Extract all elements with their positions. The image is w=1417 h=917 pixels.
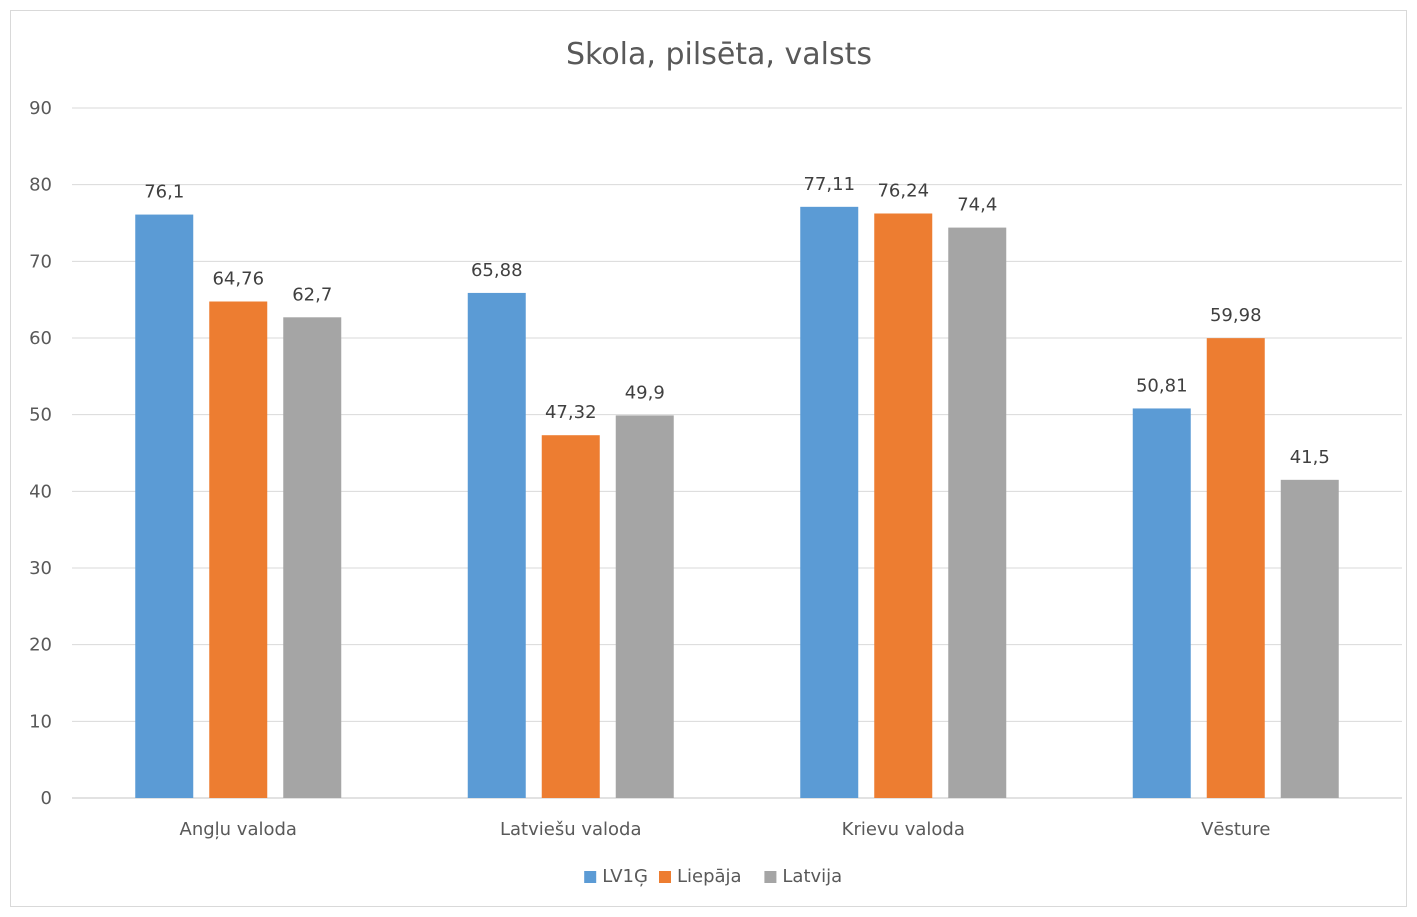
legend-swatch	[584, 871, 597, 883]
data-label: 64,76	[212, 269, 264, 290]
data-label: 62,7	[292, 284, 332, 305]
data-label: 41,5	[1290, 447, 1330, 468]
category-label: Vēsture	[1201, 819, 1270, 840]
y-tick-label: 80	[29, 175, 52, 196]
data-label: 65,88	[471, 260, 523, 281]
data-label: 59,98	[1210, 305, 1262, 326]
y-tick-label: 70	[29, 251, 52, 272]
bar	[615, 415, 674, 798]
legend-label: LV1Ģ	[602, 866, 648, 887]
bar	[948, 227, 1007, 799]
bar	[467, 292, 526, 798]
y-tick-label: 40	[29, 481, 52, 502]
legend-swatch	[764, 871, 777, 883]
legend-item: LV1Ģ	[584, 866, 648, 887]
legend: LV1Ģ Liepāja Latvija	[584, 866, 842, 887]
y-tick-label: 0	[41, 788, 52, 809]
bar	[283, 317, 342, 798]
data-labels: 76,1 64,76 62,7 65,88 47,32 49,9 77,11 76,24 74,…	[144, 174, 1330, 468]
bar	[135, 214, 194, 799]
bar	[209, 301, 268, 798]
legend-item: Latvija	[764, 866, 842, 887]
legend-swatch	[659, 871, 671, 883]
y-tick-label: 10	[29, 711, 52, 732]
bar	[1206, 338, 1265, 798]
data-label: 50,81	[1136, 375, 1188, 396]
data-label: 74,4	[957, 195, 997, 216]
y-tick-label: 30	[29, 558, 52, 579]
bar	[1132, 408, 1191, 798]
y-axis-ticks: 0 10 20 30 40 50 60 70 80 90	[29, 98, 52, 809]
legend-item: Liepāja	[659, 866, 742, 887]
y-tick-label: 60	[29, 328, 52, 349]
data-label: 49,9	[625, 382, 665, 403]
data-label: 47,32	[545, 402, 597, 423]
category-label: Angļu valoda	[180, 819, 297, 840]
data-label: 77,11	[803, 174, 855, 195]
data-label: 76,1	[144, 182, 184, 203]
y-tick-label: 20	[29, 635, 52, 656]
gridlines	[72, 107, 1402, 799]
bars	[135, 206, 1339, 799]
bar	[1280, 479, 1339, 798]
legend-label: Liepāja	[677, 866, 742, 887]
bar	[541, 435, 600, 798]
data-label: 76,24	[877, 180, 929, 201]
bar	[800, 206, 859, 798]
chart-title: Skola, pilsēta, valsts	[566, 37, 872, 72]
category-label: Krievu valoda	[842, 819, 965, 840]
bar	[874, 213, 933, 798]
y-tick-label: 50	[29, 405, 52, 426]
y-tick-label: 90	[29, 98, 52, 119]
category-label: Latviešu valoda	[500, 819, 642, 840]
x-axis-categories: Angļu valoda Latviešu valoda Krievu valoda…	[180, 819, 1271, 840]
legend-label: Latvija	[782, 866, 842, 887]
